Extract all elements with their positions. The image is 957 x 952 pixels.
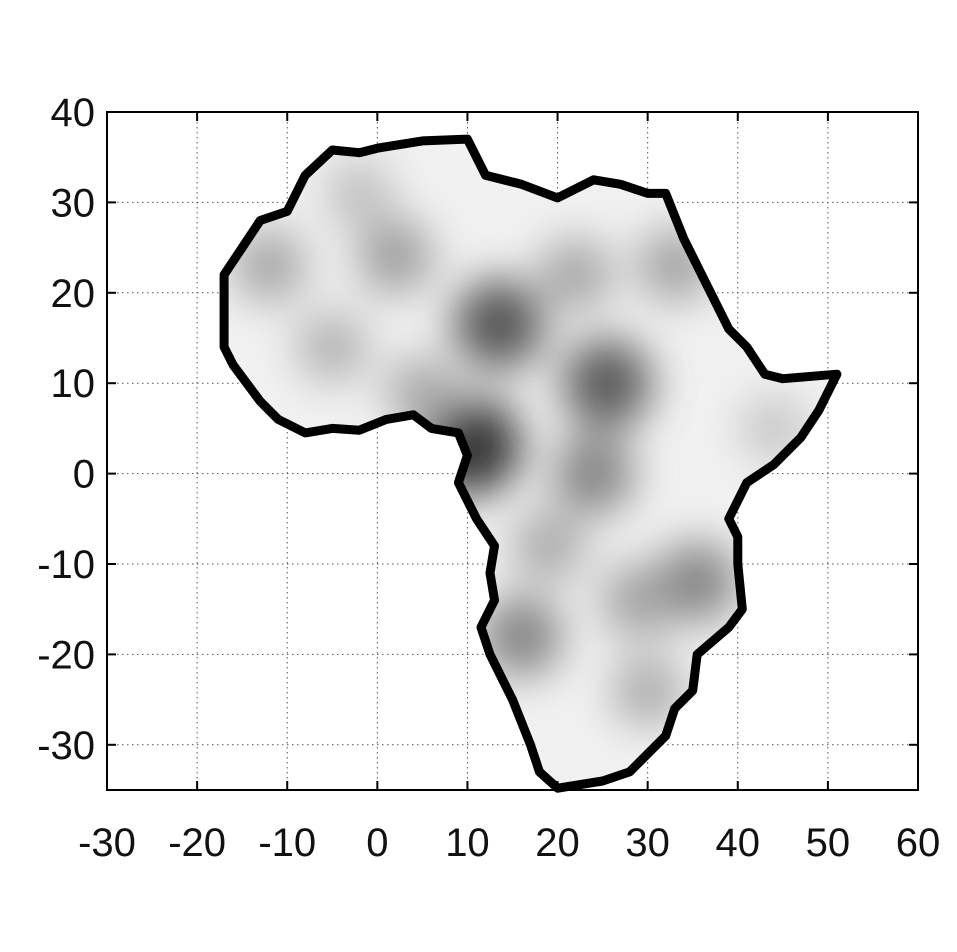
y-tick-label: -10 — [37, 543, 95, 587]
x-tick-label: -10 — [258, 821, 316, 865]
heatmap-blob — [325, 159, 393, 227]
africa-outline — [219, 134, 842, 793]
heatmap-blob — [386, 356, 459, 429]
heatmap-blob — [297, 312, 368, 383]
heatmap-blob — [562, 338, 652, 428]
x-tick-label: 30 — [625, 821, 670, 865]
heatmap-blob — [657, 541, 738, 623]
y-tick-label: -30 — [37, 724, 95, 768]
x-tick-label: 40 — [716, 821, 761, 865]
heatmap-blob — [481, 596, 562, 677]
heatmap-blob — [358, 219, 433, 294]
x-tick-label: 20 — [535, 821, 580, 865]
heatmap-blob — [740, 395, 807, 462]
heatmap-blob — [453, 279, 545, 370]
heatmap-blob — [539, 238, 612, 312]
x-tick-labels: -30 -20 -10 0 10 20 30 40 50 60 — [78, 821, 940, 865]
x-tick-label: 50 — [806, 821, 851, 865]
tick-marks — [106, 111, 919, 790]
heatmap-blob — [601, 563, 676, 637]
y-tick-label: -20 — [37, 633, 95, 677]
heatmap-blob — [611, 654, 684, 727]
heatmap-blob — [232, 229, 306, 303]
x-tick-label: 60 — [896, 821, 941, 865]
heatmap-blobs — [232, 159, 807, 727]
x-tick-label: 0 — [366, 821, 388, 865]
heatmap-blob — [512, 510, 585, 582]
y-tick-label: 10 — [51, 362, 96, 406]
x-tick-label: 10 — [445, 821, 490, 865]
x-tick-label: -30 — [78, 821, 136, 865]
plot-frame — [106, 111, 919, 791]
heatmap-blob — [553, 433, 634, 514]
x-tick-label: -20 — [168, 821, 226, 865]
y-tick-label: 40 — [51, 91, 96, 135]
y-tick-label: 0 — [73, 453, 95, 497]
y-tick-labels: 40 30 20 10 0 -10 -20 -30 — [37, 91, 95, 768]
y-tick-label: 20 — [51, 272, 96, 316]
y-tick-label: 30 — [51, 181, 96, 225]
heatmap-field — [224, 139, 837, 789]
